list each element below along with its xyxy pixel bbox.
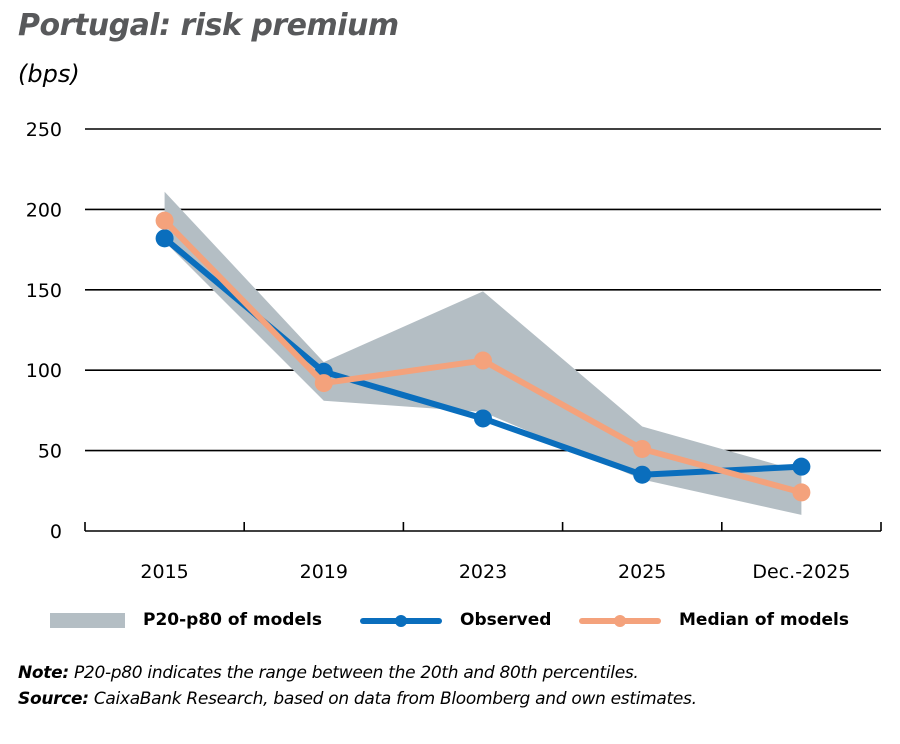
- source-label: Source:: [18, 689, 89, 709]
- legend-item-median: Median of models: [579, 600, 849, 640]
- band-swatch: [50, 612, 125, 628]
- data-point: [474, 409, 492, 428]
- x-tick-label: Dec.-2025: [752, 561, 850, 583]
- observed-line-swatch: [360, 615, 442, 627]
- x-axis: 2015 2019 2023 2025 Dec.-2025: [84, 522, 882, 583]
- legend: P20-p80 of models Observed Median of mod…: [0, 600, 900, 640]
- note-label: Note:: [18, 663, 69, 683]
- data-point: [155, 211, 174, 230]
- median-series: [155, 211, 811, 502]
- data-point: [314, 374, 333, 393]
- data-point: [155, 229, 174, 248]
- x-tick-label: 2023: [459, 561, 507, 583]
- y-tick-label: 150: [26, 280, 62, 302]
- gridlines: [85, 128, 881, 452]
- legend-label: P20-p80 of models: [143, 610, 322, 630]
- legend-label: Observed: [460, 610, 552, 630]
- chart-notes: Note: P20-p80 indicates the range betwee…: [18, 660, 697, 712]
- y-tick-label: 50: [38, 441, 62, 463]
- source-line: Source: CaixaBank Research, based on dat…: [18, 686, 697, 712]
- data-point: [633, 465, 652, 484]
- data-point: [792, 483, 811, 502]
- legend-item-band: P20-p80 of models: [50, 600, 322, 640]
- chart-title: Portugal: risk premium: [18, 8, 399, 43]
- data-point: [792, 457, 811, 476]
- note-text: P20-p80 indicates the range between the …: [68, 663, 639, 683]
- y-tick-label: 0: [50, 521, 62, 543]
- y-axis-labels: 0 50 100 150 200 250: [26, 119, 62, 543]
- y-tick-label: 100: [26, 360, 62, 382]
- x-tick-label: 2019: [300, 561, 348, 583]
- median-line-swatch: [579, 615, 661, 627]
- x-tick-label: 2015: [140, 561, 188, 583]
- source-text: CaixaBank Research, based on data from B…: [88, 689, 697, 709]
- data-series: [155, 211, 811, 502]
- y-axis-unit: (bps): [18, 60, 80, 88]
- y-tick-label: 200: [26, 199, 62, 221]
- x-tick-label: 2025: [618, 561, 666, 583]
- legend-label: Median of models: [679, 610, 849, 630]
- legend-item-observed: Observed: [360, 600, 551, 640]
- data-point: [474, 351, 492, 370]
- chart-plot: 0 50 100 150 200 250 2015 2019 2023 2025 Dec.-202…: [26, 119, 882, 583]
- note-line: Note: P20-p80 indicates the range betwee…: [18, 660, 697, 686]
- data-point: [633, 439, 652, 458]
- y-tick-label: 250: [26, 119, 62, 141]
